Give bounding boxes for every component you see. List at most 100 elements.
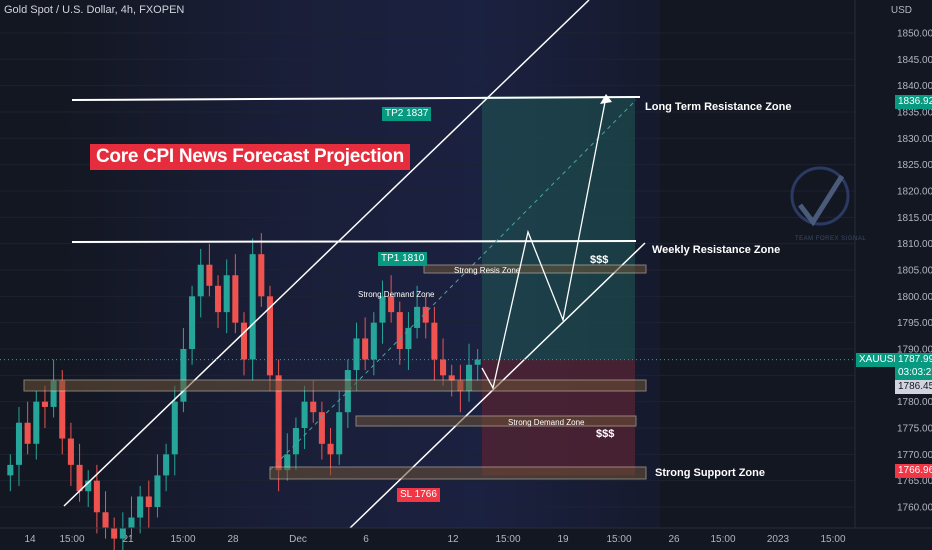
- y-tick-label: 1835.00: [897, 107, 932, 118]
- candle-body: [275, 375, 282, 471]
- candle-body: [379, 296, 386, 323]
- candle-body: [318, 412, 325, 444]
- y-tick-label: 1760.00: [897, 503, 932, 514]
- x-tick-label: 15:00: [820, 534, 845, 545]
- y-tick-label: 1825.00: [897, 160, 932, 171]
- candle-body: [292, 427, 299, 455]
- candle-body: [59, 380, 66, 439]
- candle-body: [310, 401, 317, 413]
- y-tick-label: 1840.00: [897, 81, 932, 92]
- candle-body: [431, 322, 438, 360]
- y-tick-label: 1765.00: [897, 476, 932, 487]
- y-tick-label: 1815.00: [897, 213, 932, 224]
- long-term-resistance-label: Long Term Resistance Zone: [645, 101, 792, 113]
- candle-body: [370, 322, 377, 360]
- candle-body: [327, 443, 334, 455]
- candle-body: [119, 528, 126, 539]
- x-tick-label: 26: [668, 534, 680, 545]
- candle-body: [128, 517, 135, 529]
- weekly-resistance-label: Weekly Resistance Zone: [652, 244, 781, 256]
- x-tick-label: 15:00: [710, 534, 735, 545]
- y-tick-label: 1775.00: [897, 423, 932, 434]
- candle-body: [284, 454, 291, 471]
- strong-resis-label: Strong Resis Zone: [454, 266, 521, 275]
- tp2-label: TP2 1837: [382, 107, 432, 121]
- candle-body: [102, 512, 109, 529]
- candle-body: [85, 480, 92, 492]
- strong-resis-zone: [423, 264, 647, 274]
- watermark-text: TEAM FOREX SIGNAL: [795, 236, 867, 242]
- candle-body: [197, 264, 204, 297]
- projection-path: [481, 96, 607, 390]
- x-tick-label: 6: [363, 534, 369, 545]
- y-tick-label: 1850.00: [897, 28, 932, 39]
- channel-mid-line: [269, 99, 637, 471]
- x-tick-label: Dec: [289, 534, 307, 545]
- projection-arrowhead: [600, 94, 612, 104]
- dollar-mark-top: $$$: [590, 254, 609, 266]
- strong-demand-box-label: Strong Demand Zone: [508, 418, 585, 427]
- candle-body: [7, 464, 14, 476]
- candle-body: [301, 401, 308, 428]
- sl-label: SL 1766: [397, 488, 440, 502]
- candle-body: [422, 306, 429, 323]
- dollar-mark-bottom: $$$: [596, 428, 615, 440]
- candle-body: [396, 312, 403, 349]
- y-tick-label: 1830.00: [897, 134, 932, 145]
- strong-support-zone: [269, 466, 647, 480]
- candle-body: [258, 254, 265, 297]
- candle-body: [405, 327, 412, 349]
- candle-body: [215, 285, 222, 313]
- strong-demand-zone-box: [355, 415, 637, 427]
- candle-body: [362, 338, 369, 360]
- x-tick-label: 19: [557, 534, 569, 545]
- chart-title: Gold Spot / U.S. Dollar, 4h, FXOPEN: [4, 4, 185, 16]
- candle-body: [240, 322, 248, 360]
- axis-unit: USD: [890, 5, 912, 16]
- candle-body: [154, 475, 161, 507]
- watermark-logo: [790, 166, 850, 226]
- candle-body: [24, 422, 31, 444]
- strong-demand-top-label: Strong Demand Zone: [358, 290, 435, 299]
- price-tag-support: 1766.96: [895, 464, 932, 478]
- candle-body: [448, 375, 455, 381]
- candle-body: [474, 359, 481, 365]
- y-tick-label: 1805.00: [897, 265, 932, 276]
- candle-body: [145, 496, 152, 507]
- weekly-resistance-line: [71, 240, 637, 243]
- target-region: [482, 96, 635, 360]
- candle-body: [266, 296, 273, 376]
- candle-body: [137, 496, 144, 518]
- x-tick-label: 14: [24, 534, 36, 545]
- candle-body: [15, 422, 23, 465]
- forecast-banner: Core CPI News Forecast Projection: [90, 144, 410, 170]
- candle-body: [232, 275, 239, 323]
- x-tick-label: 12: [447, 534, 459, 545]
- candle-body: [414, 306, 421, 328]
- x-tick-label: 28: [227, 534, 239, 545]
- candle-body: [388, 296, 395, 313]
- y-tick-label: 1790.00: [897, 344, 932, 355]
- candle-body: [171, 401, 178, 455]
- candle-body: [189, 296, 196, 349]
- y-tick-label: 1845.00: [897, 55, 932, 66]
- candle-body: [41, 401, 48, 407]
- x-tick-label: 15:00: [59, 534, 84, 545]
- watermark-check: [798, 174, 845, 227]
- candle-body: [440, 359, 447, 376]
- symbol-tag: XAUUSD: [856, 353, 904, 367]
- price-tag-level: 1786.45: [895, 380, 932, 394]
- candle-body: [67, 438, 74, 465]
- candle-body: [111, 528, 118, 539]
- tp1-label: TP1 1810: [378, 252, 428, 266]
- countdown-tag: 03:03:27: [895, 366, 932, 380]
- strong-support-label: Strong Support Zone: [655, 467, 765, 479]
- y-tick-label: 1770.00: [897, 450, 932, 461]
- candle-body: [336, 412, 343, 455]
- candle-body: [50, 380, 57, 407]
- candle-body: [93, 480, 100, 513]
- price-tag-current: 1787.99: [895, 353, 932, 367]
- long-term-resistance-line: [71, 96, 641, 101]
